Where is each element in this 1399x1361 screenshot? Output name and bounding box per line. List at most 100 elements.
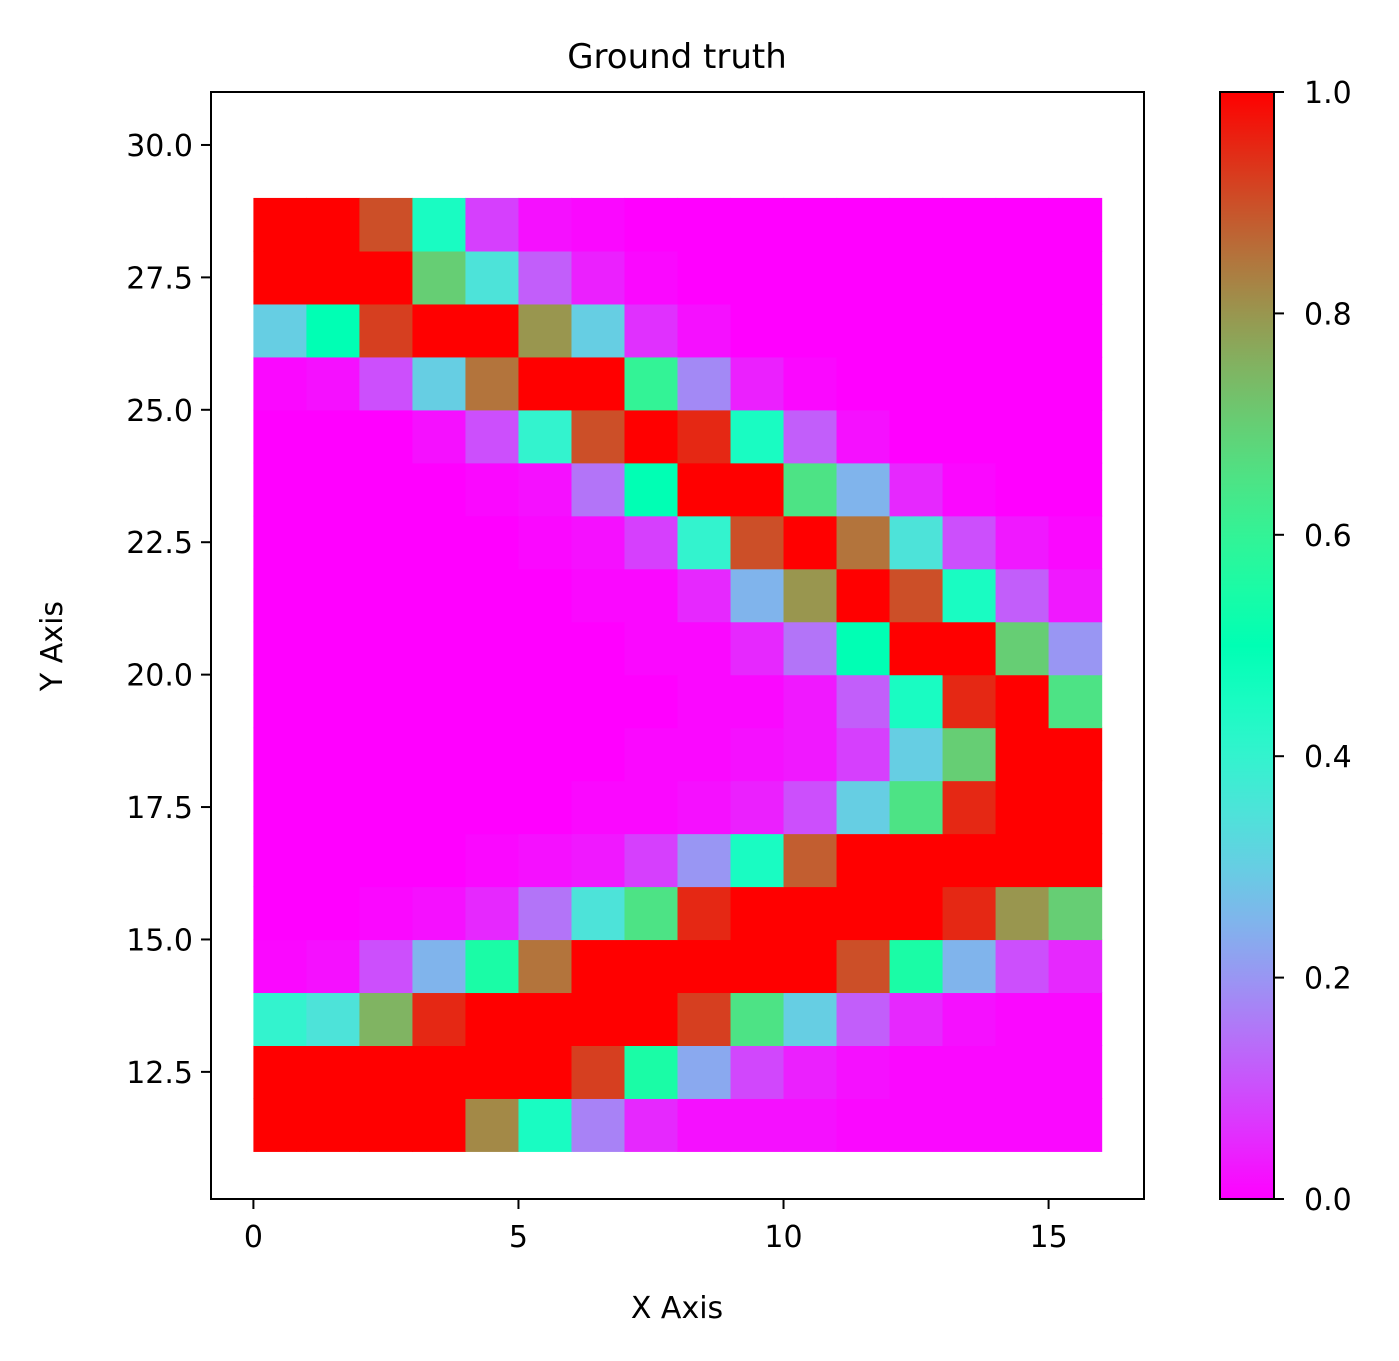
heatmap-cell: [306, 462, 361, 517]
heatmap-cell: [412, 939, 467, 994]
heatmap-cell: [783, 409, 838, 464]
heatmap-cell: [624, 621, 679, 676]
heatmap-cell: [518, 1098, 573, 1152]
heatmap-cell: [942, 568, 997, 623]
heatmap-cell: [836, 1045, 891, 1099]
heatmap-cell: [730, 462, 785, 517]
heatmap-cell: [306, 886, 361, 941]
heatmap-cell: [836, 992, 891, 1046]
heatmap-cell: [412, 727, 467, 782]
heatmap-cell: [677, 515, 732, 570]
heatmap-cell: [571, 462, 626, 517]
heatmap-cell: [306, 1098, 361, 1152]
heatmap-cell: [412, 250, 467, 305]
heatmap-cell: [571, 727, 626, 782]
heatmap-cell: [624, 833, 679, 888]
heatmap-cell: [465, 992, 520, 1046]
heatmap-cell: [1048, 250, 1103, 305]
heatmap-cell: [571, 886, 626, 941]
heatmap-cell: [677, 833, 732, 888]
heatmap-cell: [783, 462, 838, 517]
heatmap-cell: [1048, 621, 1103, 676]
heatmap-cell: [889, 833, 944, 888]
heatmap-cell: [359, 250, 414, 305]
heatmap-cell: [783, 1045, 838, 1099]
heatmap-cell: [942, 303, 997, 358]
heatmap-cell: [1048, 356, 1103, 411]
heatmap-cell: [412, 515, 467, 570]
heatmap-cell: [677, 621, 732, 676]
heatmap-cell: [465, 462, 520, 517]
heatmap-cell: [412, 992, 467, 1046]
heatmap-cell: [677, 886, 732, 941]
heatmap-cell: [624, 886, 679, 941]
heatmap-cell: [995, 409, 1050, 464]
heatmap-cell: [359, 1045, 414, 1099]
heatmap-cell: [518, 250, 573, 305]
heatmap-cell: [359, 515, 414, 570]
heatmap-cell: [730, 515, 785, 570]
heatmap-cell: [359, 674, 414, 729]
heatmap-cell: [677, 303, 732, 358]
heatmap-cell: [518, 462, 573, 517]
heatmap-cell: [1048, 462, 1103, 517]
heatmap-cell: [1048, 1098, 1103, 1152]
heatmap-cell: [889, 674, 944, 729]
colorbar-tick-label: 0.4: [1304, 740, 1352, 775]
heatmap-cell: [836, 250, 891, 305]
heatmap-cell: [518, 780, 573, 835]
heatmap-cell: [306, 197, 361, 252]
heatmap-cell: [359, 462, 414, 517]
heatmap-cell: [889, 992, 944, 1046]
y-axis-ticks: 12.5 15.0 17.5 20.0 22.5 25.0 27.5 30.0: [126, 129, 211, 1091]
x-tick-label: 15: [1029, 1220, 1067, 1255]
heatmap-cell: [995, 833, 1050, 888]
heatmap-cell: [253, 462, 308, 517]
heatmap-cell: [677, 409, 732, 464]
heatmap-cell: [465, 356, 520, 411]
heatmap-cell: [836, 939, 891, 994]
heatmap-cell: [730, 780, 785, 835]
heatmap-cell: [253, 1098, 308, 1152]
heatmap-cell: [730, 833, 785, 888]
heatmap-cell: [412, 1045, 467, 1099]
heatmap-cell: [306, 992, 361, 1046]
heatmap-cell: [942, 727, 997, 782]
heatmap-cell: [624, 197, 679, 252]
heatmap-cell: [942, 1098, 997, 1152]
heatmap-cell: [889, 409, 944, 464]
heatmap-cell: [359, 939, 414, 994]
y-tick-label: 20.0: [126, 659, 193, 694]
heatmap-cell: [359, 303, 414, 358]
heatmap-cell: [730, 992, 785, 1046]
heatmap-cell: [465, 621, 520, 676]
heatmap-cell: [518, 303, 573, 358]
heatmap-cell: [730, 621, 785, 676]
heatmap-cell: [253, 409, 308, 464]
plot-frame: [210, 91, 1145, 1200]
heatmap-cell: [624, 727, 679, 782]
heatmap-cell: [412, 303, 467, 358]
heatmap-cell: [465, 886, 520, 941]
heatmap-cell: [253, 197, 308, 252]
heatmap-cell: [253, 303, 308, 358]
heatmap-cell: [306, 356, 361, 411]
heatmap-cell: [359, 568, 414, 623]
heatmap-cell: [1048, 1045, 1103, 1099]
heatmap-cell: [253, 992, 308, 1046]
x-tick-label: 0: [244, 1220, 263, 1255]
heatmap-cell: [518, 568, 573, 623]
heatmap-cell: [306, 833, 361, 888]
heatmap-cell: [783, 674, 838, 729]
heatmap-cell: [942, 462, 997, 517]
heatmap-cell: [306, 727, 361, 782]
heatmap-cell: [783, 886, 838, 941]
heatmap-cell: [518, 939, 573, 994]
heatmap-cell: [889, 1098, 944, 1152]
chart-title: Ground truth: [567, 37, 787, 77]
heatmap-cell: [995, 250, 1050, 305]
heatmap-cell: [518, 833, 573, 888]
heatmap-cell: [1048, 727, 1103, 782]
colorbar-tick-label: 0.8: [1304, 297, 1352, 332]
heatmap-cell: [359, 409, 414, 464]
